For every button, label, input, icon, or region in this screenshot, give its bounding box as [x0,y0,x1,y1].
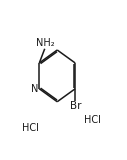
Text: HCl: HCl [22,123,39,133]
Text: N: N [31,84,39,94]
Text: Br: Br [70,101,82,111]
Text: NH₂: NH₂ [36,38,54,48]
Text: HCl: HCl [84,115,101,125]
